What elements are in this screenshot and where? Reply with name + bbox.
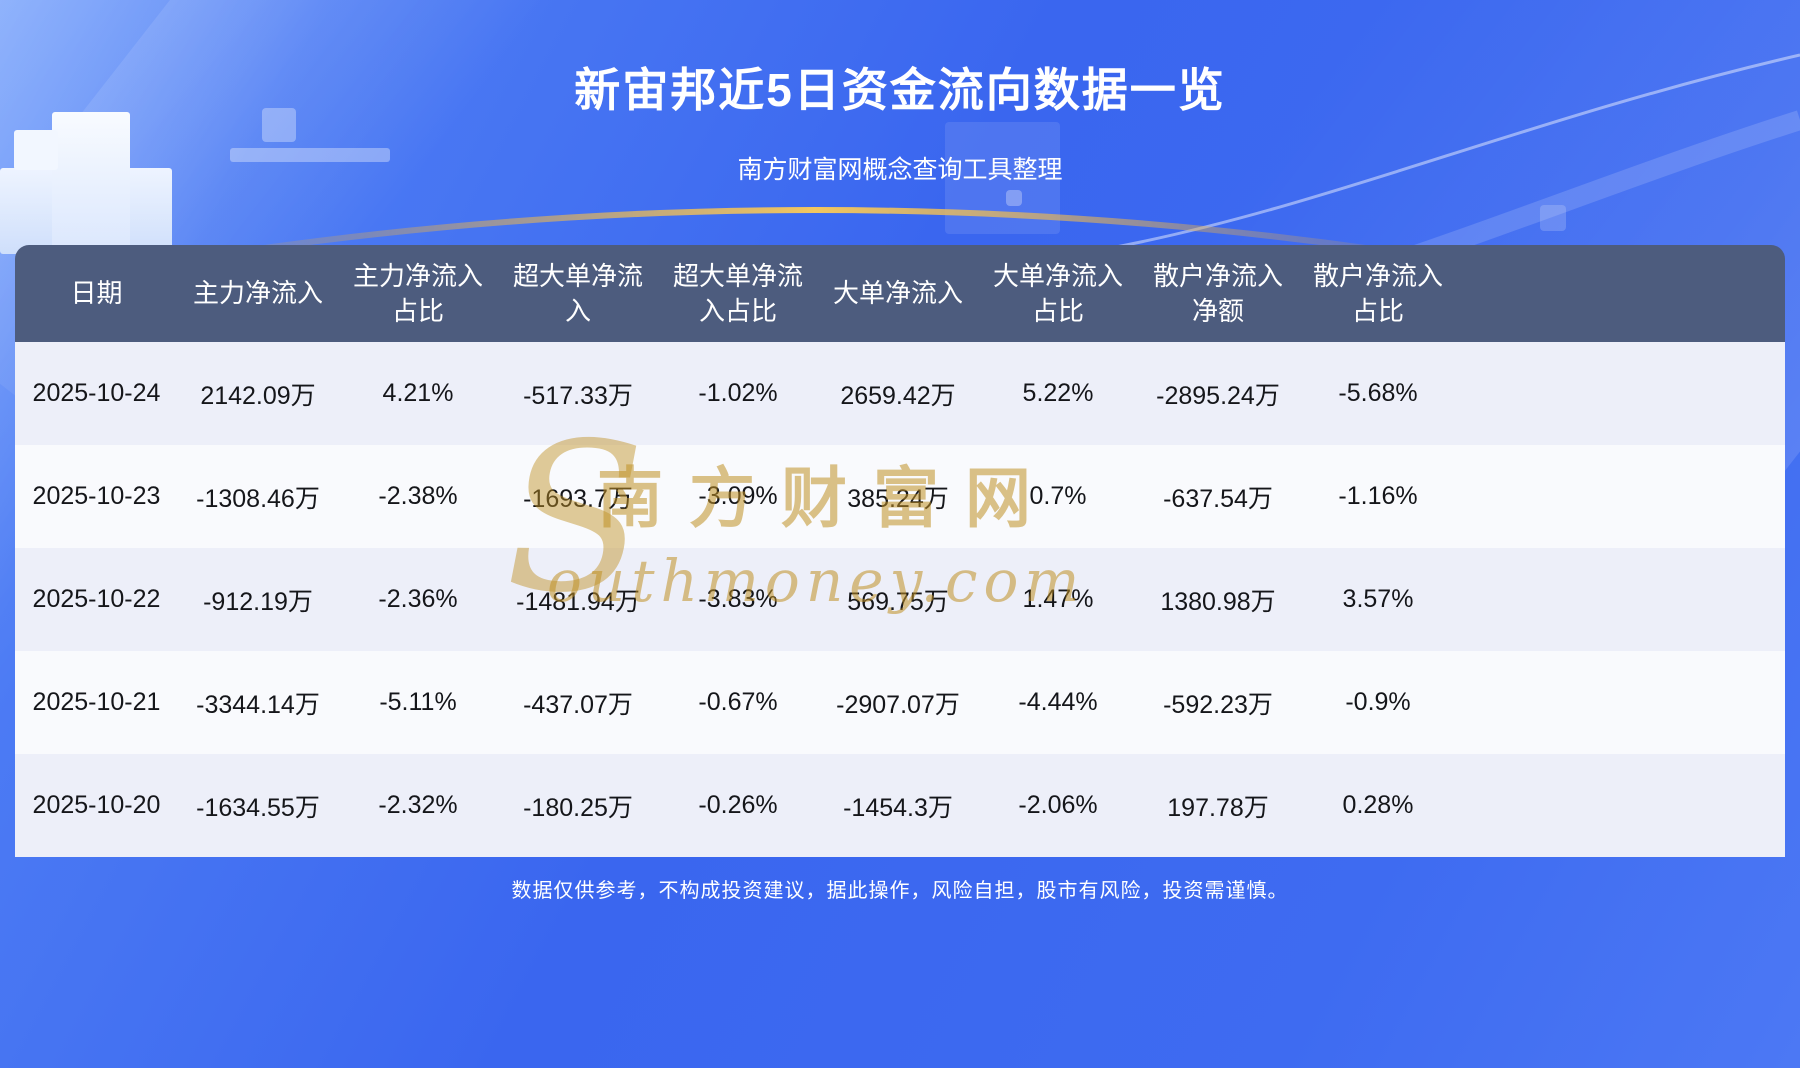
disclaimer-text: 数据仅供参考，不构成投资建议，据此操作，风险自担，股市有风险，投资需谨慎。	[511, 880, 1289, 902]
table-cell: 2025-10-20	[32, 791, 161, 819]
table-cell: 2025-10-21	[32, 688, 161, 716]
table-row: 2025-10-21 -3344.14万 -5.11% -437.07万 -0.67% -…	[15, 651, 1785, 754]
table-row: 2025-10-22 -912.19万 -2.36% -1481.94万 -3.83% 5…	[15, 548, 1785, 651]
decor-square	[1006, 190, 1022, 206]
table-cell: 2659.42万	[840, 381, 956, 410]
table-cell: -1693.7万	[523, 484, 633, 513]
table-cell: -2.32%	[378, 791, 458, 819]
table-cell: -3344.14万	[196, 690, 320, 719]
column-header: 超大单净流入占比	[672, 261, 803, 326]
table-cell: -0.9%	[1345, 688, 1411, 716]
table-cell: -0.67%	[698, 688, 778, 716]
fund-flow-table: 日期 主力净流入 主力净流入占比 超大单净流入 超大单净流入占比 大单净流入 大单净流入占比…	[15, 245, 1785, 857]
table-cell: 2025-10-22	[32, 585, 161, 613]
table-cell: -637.54万	[1163, 484, 1273, 513]
table-cell: 1.47%	[1022, 585, 1094, 613]
table-cell: -2.06%	[1018, 791, 1098, 819]
table-cell: -592.23万	[1163, 690, 1273, 719]
table-cell: -1454.3万	[843, 793, 953, 822]
table-cell: 0.28%	[1342, 791, 1414, 819]
table-cell: -1634.55万	[196, 793, 320, 822]
column-header: 散户净流入占比	[1312, 261, 1443, 326]
page-subtitle: 南方财富网概念查询工具整理	[737, 156, 1063, 184]
table-cell: -1481.94万	[516, 587, 640, 616]
table-cell: -180.25万	[523, 793, 633, 822]
table-cell: -2.38%	[378, 482, 458, 510]
table-cell: -1308.46万	[196, 484, 320, 513]
table-row: 2025-10-20 -1634.55万 -2.32% -180.25万 -0.26% -…	[15, 754, 1785, 857]
table-cell: 5.22%	[1022, 379, 1094, 407]
table-cell: 1380.98万	[1160, 587, 1276, 616]
page-title: 新宙邦近5日资金流向数据一览	[574, 64, 1226, 116]
table-cell: -4.44%	[1018, 688, 1098, 716]
table-cell: 2025-10-23	[32, 482, 161, 510]
column-header: 主力净流入占比	[352, 261, 483, 326]
column-header: 主力净流入	[192, 278, 323, 309]
table-cell: 2025-10-24	[32, 379, 161, 407]
table-cell: -2.36%	[378, 585, 458, 613]
column-header: 大单净流入占比	[992, 261, 1123, 326]
column-header: 日期	[70, 278, 123, 309]
table-cell: -517.33万	[523, 381, 633, 410]
column-header: 超大单净流入	[512, 261, 643, 326]
table-cell: 3.57%	[1342, 585, 1414, 613]
table-cell: -1.02%	[698, 379, 778, 407]
table-cell: -1.16%	[1338, 482, 1418, 510]
table-cell: 0.7%	[1029, 482, 1087, 510]
table-cell: -5.68%	[1338, 379, 1418, 407]
table-cell: 569.75万	[847, 587, 949, 616]
table-cell: 197.78万	[1167, 793, 1269, 822]
table-cell: 2142.09万	[200, 381, 316, 410]
table-cell: -0.26%	[698, 791, 778, 819]
table-header-row: 日期 主力净流入 主力净流入占比 超大单净流入 超大单净流入占比 大单净流入 大单净流入占比…	[15, 245, 1785, 342]
table-cell: -5.11%	[379, 688, 457, 716]
table-cell: -2895.24万	[1156, 381, 1280, 410]
table-cell: -2907.07万	[836, 690, 960, 719]
table-row: 2025-10-23 -1308.46万 -2.38% -1693.7万 -3.09% 3…	[15, 445, 1785, 548]
table-cell: 385.24万	[847, 484, 949, 513]
table-cell: -3.09%	[698, 482, 778, 510]
column-header: 散户净流入净额	[1152, 261, 1283, 326]
table-body: 2025-10-24 2142.09万 4.21% -517.33万 -1.02% 265…	[15, 342, 1785, 857]
table-cell: -437.07万	[523, 690, 633, 719]
table-row: 2025-10-24 2142.09万 4.21% -517.33万 -1.02% 265…	[15, 342, 1785, 445]
decor-square	[1540, 205, 1566, 231]
column-header: 大单净流入	[832, 278, 963, 309]
table-cell: -3.83%	[698, 585, 778, 613]
table-cell: -912.19万	[203, 587, 313, 616]
table-cell: 4.21%	[382, 379, 454, 407]
